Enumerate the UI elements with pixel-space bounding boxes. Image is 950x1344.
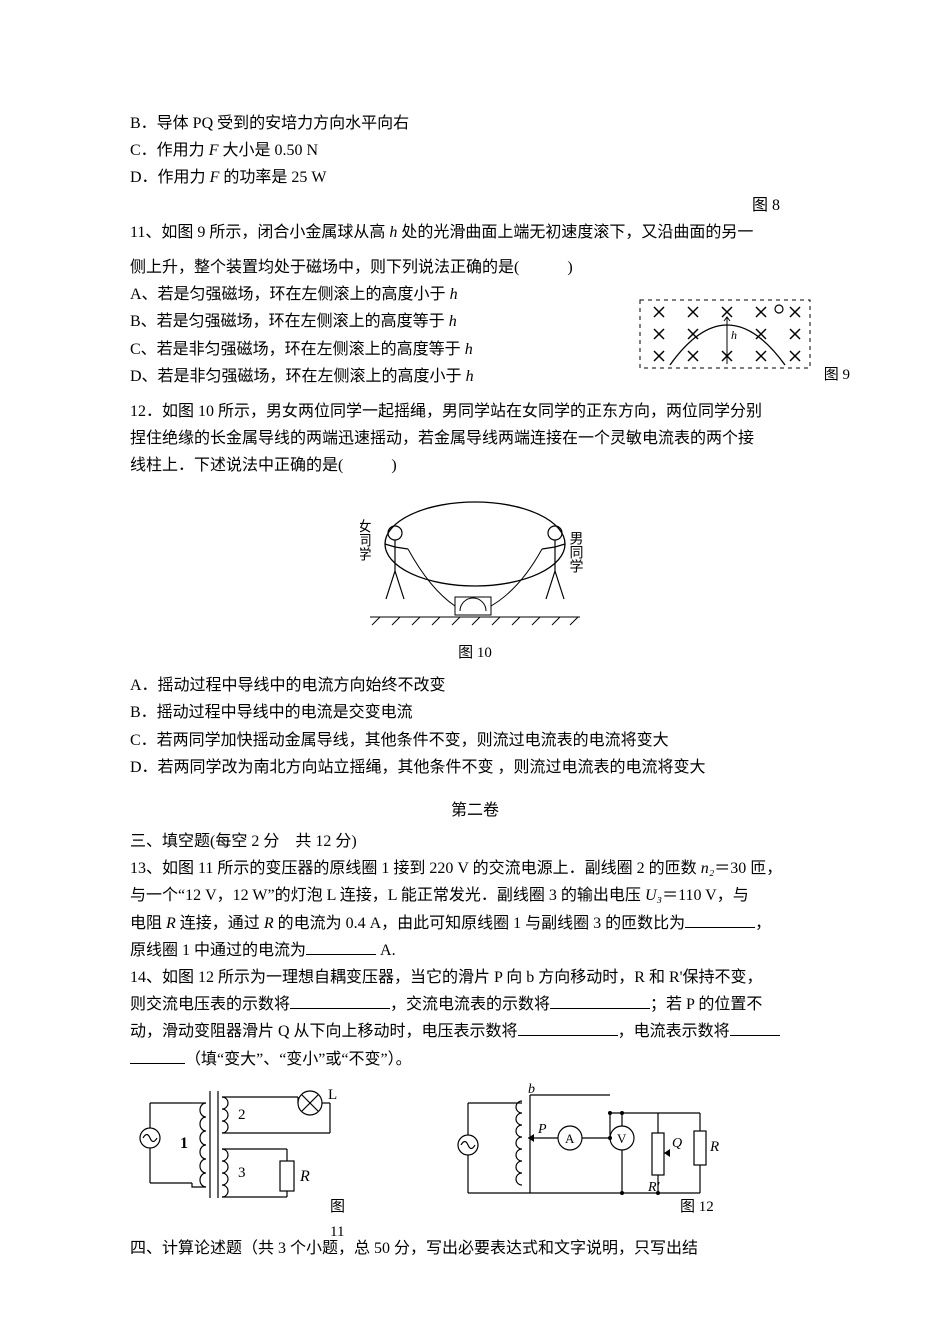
fig9-h-label: h — [731, 328, 737, 342]
fig12-label-V: V — [617, 1131, 627, 1146]
fig10-caption: 图 10 — [130, 641, 820, 667]
q11-stem-l1: 11、如图 9 所示，闭合小金属球从高 h 处的光滑曲面上端无初速度滚下，又沿曲… — [130, 219, 820, 246]
q14-blank-4a[interactable] — [730, 1019, 780, 1036]
q13-l4: 原线圈 1 中通过的电流为 A. — [130, 937, 820, 964]
q10-opt-c-post: 大小是 0.50 N — [218, 142, 318, 159]
q10-opt-d-post: 的功率是 25 W — [219, 169, 326, 186]
fig12-label-Q: Q — [672, 1136, 682, 1151]
q13-l2: 与一个“12 V，12 W”的灯泡 L 连接，L 能正常发光．副线圈 3 的输出… — [130, 882, 820, 909]
q14-blank-4b[interactable] — [130, 1047, 185, 1064]
fig11-svg: 1 2 L — [130, 1083, 360, 1213]
q10-opt-c: C．作用力 F 大小是 0.50 N — [130, 137, 820, 164]
q11-opt-b: B、若是匀强磁场，环在左侧滚上的高度等于 h — [130, 308, 580, 335]
fig10: 女同学 男同学 — [130, 489, 820, 638]
q10-opt-c-f: F — [209, 142, 219, 159]
q12-opt-c: C．若两同学加快摇动金属导线，其他条件不变，则流过电流表的电流将变大 — [130, 727, 820, 754]
q11-opt-d: D、若是非匀强磁场，环在左侧滚上的高度小于 h — [130, 363, 580, 390]
q11-stem-post: 处的光滑曲面上端无初速度滚下，又沿曲面的另一 — [397, 224, 753, 241]
q14-blank-3[interactable] — [518, 1019, 618, 1036]
q13-blank-2[interactable] — [306, 938, 376, 955]
q14-l3: 动，滑动变阻器滑片 Q 从下向上移动时，电压表示数将，电流表示数将 — [130, 1018, 820, 1045]
q13-l1: 13、如图 11 所示的变压器的原线圈 1 接到 220 V 的交流电源上．副线… — [130, 855, 820, 882]
fig11-label-R: R — [299, 1168, 310, 1185]
section4-head: 四、计算论述题（共 3 个小题，总 50 分，写出必要表达式和文字说明，只写出结 — [130, 1235, 820, 1262]
q12-opt-b: B．摇动过程中导线中的电流是交变电流 — [130, 699, 820, 726]
q11-stem-pre: 11、如图 9 所示，闭合小金属球从高 — [130, 224, 389, 241]
q10-opt-d: D．作用力 F 的功率是 25 W — [130, 164, 820, 191]
fig11-label-3: 3 — [238, 1165, 246, 1181]
fig12-label-P: P — [537, 1122, 547, 1137]
q14-blank-1[interactable] — [290, 992, 390, 1009]
q12-stem-l1: 12．如图 10 所示，男女两位同学一起摇绳，男同学站在女同学的正东方向，两位同… — [130, 398, 820, 425]
fig8-caption: 图 8 — [130, 192, 820, 219]
q12-opt-d: D．若两同学改为南北方向站立摇绳，其他条件不变 ，则流过电流表的电流将变大 — [130, 754, 820, 781]
q12-stem-l2: 捏住绝缘的长金属导线的两端迅速摇动，若金属导线两端连接在一个灵敏电流表的两个接 — [130, 425, 820, 452]
q10-opt-c-pre: C．作用力 — [130, 142, 209, 159]
fig9-svg: h — [630, 295, 820, 375]
fig10-svg: 女同学 男同学 — [360, 489, 590, 629]
fig11-label-L: L — [328, 1087, 337, 1103]
fig12-caption: 图 12 — [680, 1195, 714, 1221]
q11-opt-a: A、若是匀强磁场，环在左侧滚上的高度小于 h — [130, 281, 580, 308]
q13-blank-1[interactable] — [685, 911, 755, 928]
q12-opt-a: A．摇动过程中导线中的电流方向始终不改变 — [130, 672, 820, 699]
q14-l2: 则交流电压表的示数将，交流电流表的示数将；若 P 的位置不 — [130, 991, 820, 1018]
fig10-boy-label: 男同学 — [568, 531, 584, 573]
q11-opt-c: C、若是非匀强磁场，环在左侧滚上的高度等于 h — [130, 336, 580, 363]
fig11: 1 2 L — [130, 1083, 360, 1213]
q14-blank-2[interactable] — [550, 992, 650, 1009]
q13-l3: 电阻 R 连接，通过 R 的电流为 0.4 A，由此可知原线圈 1 与副线圈 3… — [130, 910, 820, 937]
fig12-label-R: R — [709, 1139, 719, 1155]
q10-opt-d-f: F — [210, 169, 220, 186]
q14-l4: （填“变大”、“变小”或“不变”）。 — [130, 1046, 820, 1073]
q11-stem-l2: 侧上升，整个装置均处于磁场中，则下列说法正确的是( ) — [130, 254, 820, 281]
fig9-caption: 图 9 — [824, 363, 850, 389]
q10-opt-d-pre: D．作用力 — [130, 169, 210, 186]
fig11-label-2: 2 — [238, 1107, 246, 1123]
q10-opt-b: B．导体 PQ 受到的安培力方向水平向右 — [130, 110, 820, 137]
fig12: b P A V — [450, 1083, 720, 1213]
fig9: h 图 9 — [630, 295, 830, 380]
q14-l1: 14、如图 12 所示为一理想自耦变压器，当它的滑片 P 向 b 方向移动时，R… — [130, 964, 820, 991]
fig10-girl-label: 女同学 — [360, 519, 372, 562]
fig11-label-1: 1 — [180, 1135, 188, 1152]
section3-head: 三、填空题(每空 2 分 共 12 分) — [130, 828, 820, 855]
section2-title: 第二卷 — [130, 797, 820, 824]
fig12-svg: b P A V — [450, 1083, 720, 1213]
fig11-caption: 图 11 — [330, 1195, 360, 1246]
fig12-label-A: A — [565, 1131, 575, 1146]
q12-stem-l3: 线柱上．下述说法中正确的是( ) — [130, 452, 820, 479]
